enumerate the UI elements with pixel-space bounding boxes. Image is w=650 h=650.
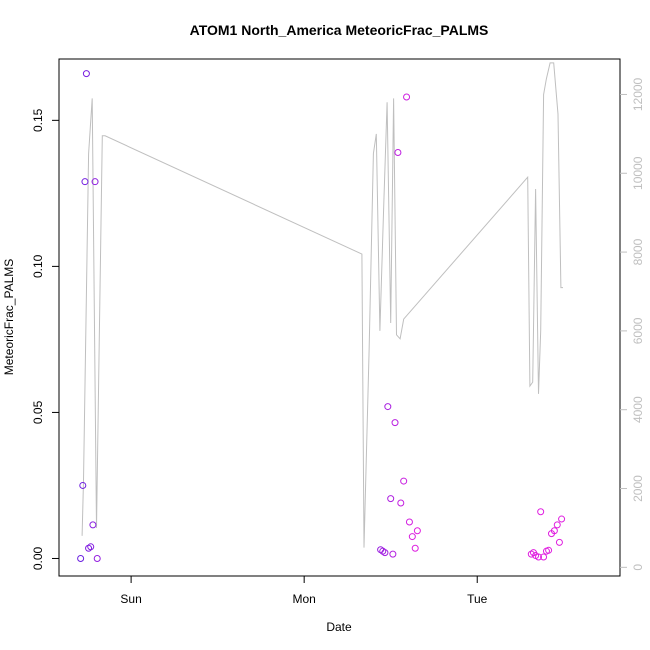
chart-title: ATOM1 North_America MeteoricFrac_PALMS: [190, 22, 489, 38]
data-point: [405, 518, 413, 526]
y2-tick-label: 4000: [631, 396, 645, 423]
y-axis: 0.00 0.05 0.10 0.15: [31, 108, 59, 570]
data-point: [558, 515, 566, 523]
x-axis: Sun Mon Tue: [120, 576, 488, 606]
y2-tick-label: 10000: [631, 156, 645, 190]
y2-tick-label: 6000: [631, 317, 645, 344]
data-point: [394, 148, 402, 156]
x-tick-label: Mon: [292, 592, 315, 606]
data-point: [82, 70, 90, 78]
data-point: [81, 178, 89, 186]
data-point: [387, 495, 395, 503]
data-point: [77, 554, 85, 562]
y2-tick-label: 12000: [631, 77, 645, 111]
y2-tick-label: 0: [631, 564, 645, 571]
data-point: [555, 538, 563, 546]
data-point: [535, 553, 543, 561]
data-point: [79, 481, 87, 489]
data-point: [87, 543, 95, 551]
y-tick-label: 0.15: [31, 108, 45, 132]
data-point: [89, 521, 97, 529]
plot-box: [58, 58, 621, 577]
data-point: [403, 93, 411, 101]
data-point: [411, 544, 419, 552]
y-tick-label: 0.10: [31, 254, 45, 278]
altitude-line: [81, 62, 563, 548]
data-point: [384, 403, 392, 411]
data-point: [550, 527, 558, 535]
data-point: [91, 178, 99, 186]
data-point: [391, 419, 399, 427]
data-point: [545, 546, 553, 554]
y-axis-label: MeteoricFrac_PALMS: [2, 259, 16, 375]
data-point: [93, 554, 101, 562]
y2-tick-label: 2000: [631, 475, 645, 502]
altitude-line-layer: [81, 62, 563, 548]
data-point: [540, 553, 548, 561]
y-tick-label: 0.05: [31, 400, 45, 424]
y2-axis: 0 2000 4000 6000 8000 10000 12000: [620, 77, 645, 571]
x-axis-label: Date: [326, 620, 352, 634]
data-point: [389, 550, 397, 558]
y2-tick-label: 8000: [631, 238, 645, 265]
y-tick-label: 0.00: [31, 546, 45, 570]
data-point: [413, 527, 421, 535]
data-point: [381, 549, 389, 557]
data-point: [408, 533, 416, 541]
x-tick-label: Sun: [120, 592, 141, 606]
data-point: [553, 521, 561, 529]
x-tick-label: Tue: [467, 592, 488, 606]
points-layer: [77, 70, 566, 562]
data-point: [400, 477, 408, 485]
data-point: [397, 499, 405, 507]
data-point: [537, 508, 545, 516]
